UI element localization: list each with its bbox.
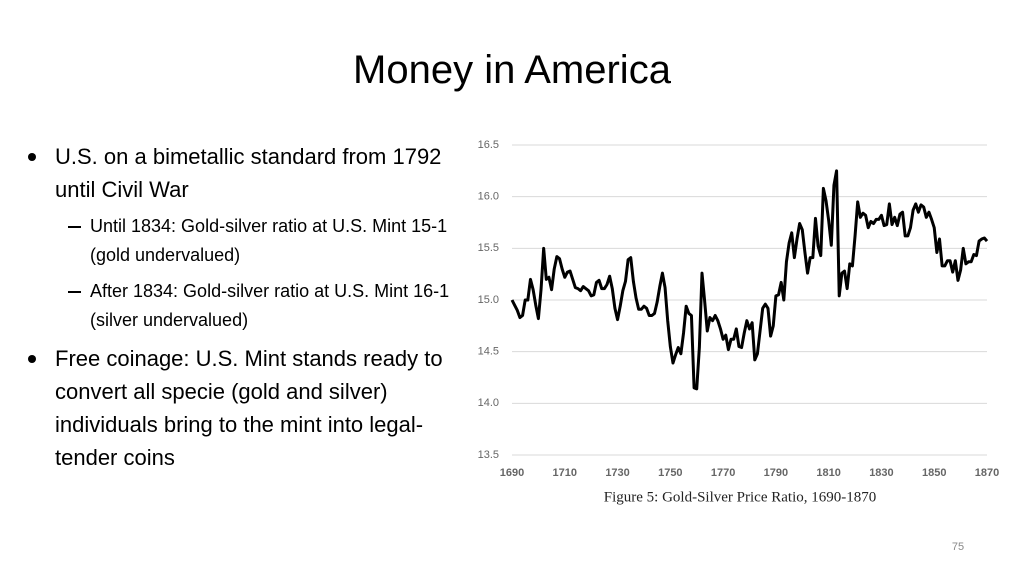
y-tick-label: 16.0 bbox=[478, 191, 499, 203]
x-tick-label: 1710 bbox=[553, 467, 577, 479]
x-tick-label: 1810 bbox=[816, 467, 840, 479]
slide-title: Money in America bbox=[353, 48, 671, 92]
bullet-list: U.S. on a bimetallic standard from 1792 … bbox=[24, 140, 464, 480]
bullet-text: U.S. on a bimetallic standard from 1792 … bbox=[55, 144, 442, 202]
x-tick-label: 1850 bbox=[922, 467, 946, 479]
x-tick-label: 1770 bbox=[711, 467, 735, 479]
page-number: 75 bbox=[951, 541, 965, 553]
sub-bullet-text: After 1834: Gold-silver ratio at U.S. Mi… bbox=[90, 281, 450, 330]
sub-bullet: Until 1834: Gold-silver ratio at U.S. Mi… bbox=[68, 212, 460, 270]
sub-bullet-text: Until 1834: Gold-silver ratio at U.S. Mi… bbox=[90, 216, 448, 265]
bullet: U.S. on a bimetallic standard from 1792 … bbox=[24, 140, 455, 206]
x-tick-label: 1830 bbox=[869, 467, 893, 479]
sub-bullet: After 1834: Gold-silver ratio at U.S. Mi… bbox=[68, 277, 460, 335]
bullet-dash bbox=[68, 291, 81, 293]
bullet-dot bbox=[28, 153, 36, 161]
y-tick-label: 15.0 bbox=[478, 294, 499, 306]
x-tick-label: 1790 bbox=[764, 467, 788, 479]
x-tick-label: 1750 bbox=[658, 467, 682, 479]
y-tick-label: 13.5 bbox=[478, 449, 499, 461]
y-tick-label: 14.5 bbox=[478, 346, 499, 358]
x-tick-label: 1730 bbox=[605, 467, 629, 479]
bullet-dot bbox=[28, 355, 36, 363]
y-tick-label: 16.5 bbox=[478, 139, 499, 151]
y-tick-label: 15.5 bbox=[478, 242, 499, 254]
x-tick-label: 1870 bbox=[975, 467, 999, 479]
data-line bbox=[510, 169, 989, 391]
y-tick-label: 14.0 bbox=[478, 397, 499, 409]
bullet-text: Free coinage: U.S. Mint stands ready to … bbox=[55, 346, 443, 470]
chart-caption: Figure 5: Gold-Silver Price Ratio, 1690-… bbox=[604, 489, 876, 505]
bullet: Free coinage: U.S. Mint stands ready to … bbox=[24, 342, 455, 474]
x-tick-label: 1690 bbox=[500, 467, 524, 479]
bullet-dash bbox=[68, 226, 81, 228]
